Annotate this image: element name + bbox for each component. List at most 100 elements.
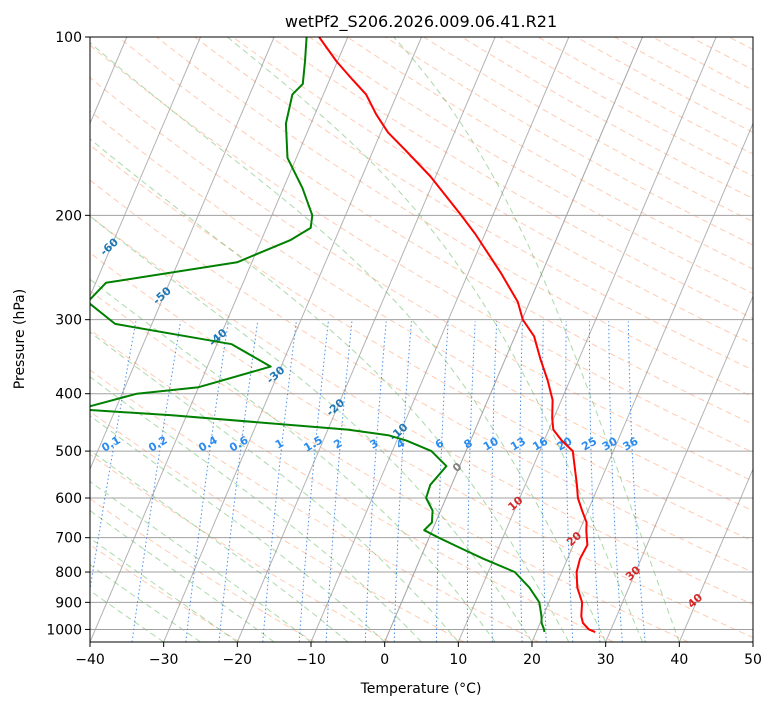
isotherm-label: 20 bbox=[564, 529, 584, 549]
dry-adiabat bbox=[194, 37, 753, 371]
dry-adiabat bbox=[90, 215, 753, 606]
mixing-ratio-line bbox=[364, 321, 387, 642]
mixing-ratio-line bbox=[541, 321, 547, 642]
dry-adiabat bbox=[90, 110, 753, 512]
isotherm-label: 30 bbox=[623, 563, 643, 583]
moist-adiabat bbox=[90, 589, 164, 642]
mixing-ratio-line bbox=[608, 321, 623, 642]
x-tick-label: −20 bbox=[223, 652, 253, 668]
dry-adiabat bbox=[728, 37, 753, 51]
isotherm-label: -50 bbox=[150, 284, 174, 307]
moist-adiabat bbox=[227, 37, 643, 642]
x-tick-label: −10 bbox=[296, 652, 326, 668]
isotherm-label: 10 bbox=[506, 493, 526, 513]
mixing-ratio-line bbox=[588, 321, 601, 642]
x-tick-label: 20 bbox=[523, 652, 541, 668]
isotherm-line bbox=[236, 37, 496, 642]
dry-adiabat bbox=[90, 498, 315, 642]
isotherm-line bbox=[90, 37, 275, 471]
dry-adiabat bbox=[90, 44, 753, 453]
dry-adiabat bbox=[90, 77, 753, 482]
x-tick-label: 40 bbox=[670, 652, 688, 668]
y-tick-label: 100 bbox=[55, 30, 82, 46]
moist-adiabat bbox=[90, 564, 201, 642]
y-tick-label: 700 bbox=[55, 531, 82, 547]
isotherm-line bbox=[310, 37, 570, 642]
moist-adiabat bbox=[90, 509, 275, 642]
y-tick-label: 900 bbox=[55, 595, 82, 611]
y-tick-label: 400 bbox=[55, 387, 82, 403]
mixing-ratio-line bbox=[218, 321, 259, 642]
mixing-ratio-line bbox=[393, 321, 412, 642]
dry-adiabat bbox=[90, 290, 689, 642]
x-tick-label: 30 bbox=[597, 652, 615, 668]
plot-frame bbox=[89, 36, 754, 643]
isotherm-line bbox=[605, 295, 753, 642]
mixing-ratio-line bbox=[491, 321, 498, 642]
dry-adiabat bbox=[576, 37, 753, 133]
zero-isotherm bbox=[384, 37, 643, 642]
dry-adiabat bbox=[767, 37, 775, 642]
isotherm-label: -80 bbox=[0, 139, 15, 162]
y-tick-label: 300 bbox=[55, 313, 82, 329]
dry-adiabat bbox=[423, 37, 753, 223]
x-tick-label: 50 bbox=[744, 652, 762, 668]
moist-adiabat bbox=[90, 480, 312, 642]
mixing-ratio-line bbox=[466, 321, 476, 642]
mixing-ratio-label: 8 bbox=[462, 437, 475, 452]
isotherm-line bbox=[163, 37, 422, 642]
moist-adiabat bbox=[90, 449, 349, 642]
mixing-ratio-label: 6 bbox=[433, 436, 446, 451]
x-tick-label: −30 bbox=[149, 652, 179, 668]
dry-adiabat bbox=[308, 37, 753, 294]
chart-title: wetPf2_S206.2026.009.06.41.R21 bbox=[285, 12, 557, 32]
mixing-ratio-label: 3 bbox=[368, 437, 381, 452]
isotherm-line bbox=[457, 37, 717, 642]
axes: −40 −30 −20 −10 0 10 20 30 40 50 1000 900 800 700 600 5… bbox=[46, 30, 762, 668]
dry-adiabat bbox=[461, 37, 753, 200]
isotherm-label: -70 bbox=[45, 185, 69, 208]
temperature-profile-line bbox=[318, 37, 596, 633]
isotherm-line bbox=[678, 467, 753, 642]
y-axis-label: Pressure (hPa) bbox=[12, 289, 28, 389]
mixing-ratio-line bbox=[325, 321, 353, 642]
mixing-ratio-line bbox=[519, 321, 523, 642]
y-tick-label: 500 bbox=[55, 444, 82, 460]
y-tick-label: 600 bbox=[55, 491, 82, 507]
mixing-ratio-line bbox=[435, 321, 449, 642]
dry-adiabat bbox=[385, 37, 753, 246]
dewpoint-profile-line bbox=[90, 37, 546, 633]
x-tick-label: −40 bbox=[75, 652, 105, 668]
moist-adiabat bbox=[393, 37, 680, 642]
dry-adiabat bbox=[118, 37, 753, 425]
moist-adiabat bbox=[90, 415, 386, 642]
dry-adiabat bbox=[90, 369, 540, 642]
dry-adiabat bbox=[652, 37, 753, 91]
x-tick-label: 10 bbox=[449, 652, 467, 668]
y-tick-label: 800 bbox=[55, 565, 82, 581]
isotherm-label: 0 bbox=[450, 460, 465, 475]
mixing-ratio-label: 1 bbox=[273, 437, 286, 452]
mixing-ratio-line bbox=[185, 321, 229, 642]
y-tick-label: 200 bbox=[55, 208, 82, 224]
moist-adiabat bbox=[90, 278, 496, 642]
x-axis-label: Temperature (°C) bbox=[360, 681, 482, 697]
moist-adiabat bbox=[90, 42, 607, 642]
y-tick-label: 1000 bbox=[46, 622, 82, 638]
isotherm-line bbox=[531, 122, 753, 642]
mixing-ratio-line bbox=[262, 321, 297, 642]
dry-adiabat bbox=[90, 252, 753, 639]
dry-adiabat bbox=[537, 37, 753, 155]
mixing-ratio-line bbox=[627, 321, 646, 642]
moist-adiabat bbox=[90, 215, 533, 642]
mixing-ratio-label: 2 bbox=[331, 437, 344, 452]
plot-area: 0.10.20.40.611.52346810131620253036-100-… bbox=[0, 37, 775, 642]
dry-adiabat bbox=[270, 37, 753, 320]
dry-adiabat bbox=[690, 37, 753, 71]
dry-adiabat bbox=[232, 37, 753, 345]
dry-adiabat bbox=[90, 329, 614, 642]
moist-adiabat bbox=[90, 331, 459, 642]
moist-adiabat bbox=[90, 138, 570, 642]
moist-adiabat bbox=[90, 537, 238, 642]
